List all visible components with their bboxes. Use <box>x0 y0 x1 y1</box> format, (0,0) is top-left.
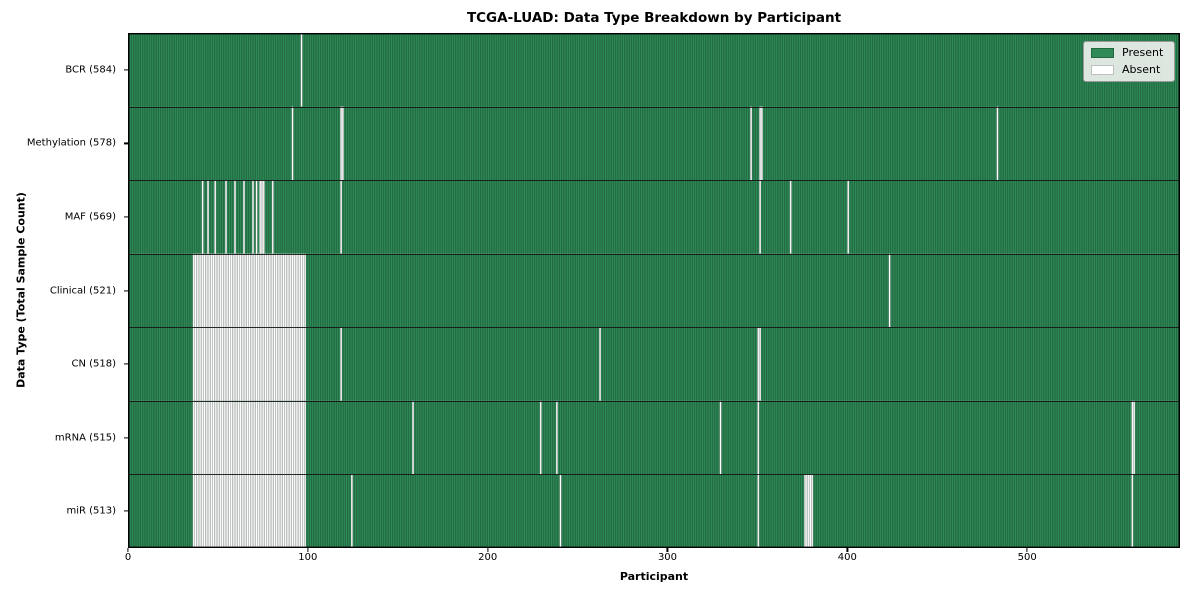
x-tick-label-300: 300 <box>657 552 678 563</box>
y-tick-mark <box>124 69 128 71</box>
x-tick-label-200: 200 <box>478 552 498 563</box>
x-tick-mark <box>846 548 848 552</box>
y-tick-mark <box>124 142 128 144</box>
chart-title: TCGA-LUAD: Data Type Breakdown by Partic… <box>466 10 842 26</box>
heatmap-canvas <box>128 33 1180 548</box>
x-tick-label-0: 0 <box>124 552 132 563</box>
y-tick-label-MAF: MAF (569) <box>64 211 116 223</box>
y-tick-label-mRNA: mRNA (515) <box>54 432 116 444</box>
x-tick-mark <box>666 548 669 552</box>
x-tick-label-500: 500 <box>1017 552 1037 563</box>
legend: Present Absent <box>1083 41 1175 82</box>
x-tick-label-400: 400 <box>837 552 857 563</box>
y-tick-mark <box>124 289 128 292</box>
y-tick-mark <box>124 363 128 365</box>
legend-entry-absent: Absent <box>1091 64 1166 75</box>
y-tick-label-Clinical: Clinical (521) <box>49 285 116 296</box>
legend-label-present: Present <box>1122 46 1164 59</box>
x-tick-mark <box>1026 548 1028 552</box>
y-tick-label-miR: miR (513) <box>66 505 116 517</box>
x-tick-mark <box>487 548 489 552</box>
present-swatch-icon <box>1091 47 1114 58</box>
legend-label-absent: Absent <box>1122 63 1161 76</box>
x-axis-label: Participant <box>619 570 689 583</box>
y-tick-mark <box>124 437 128 439</box>
y-tick-mark <box>124 510 128 512</box>
x-tick-mark <box>127 548 129 552</box>
y-tick-label-CN: CN (518) <box>71 358 116 370</box>
y-tick-label-Methylation: Methylation (578) <box>26 137 116 149</box>
absent-swatch-icon <box>1091 64 1114 75</box>
y-tick-mark <box>124 216 128 218</box>
x-tick-label-100: 100 <box>298 552 318 563</box>
legend-entry-present: Present <box>1091 47 1166 58</box>
x-tick-mark <box>307 548 309 552</box>
y-tick-label-BCR: BCR (584) <box>65 64 116 76</box>
